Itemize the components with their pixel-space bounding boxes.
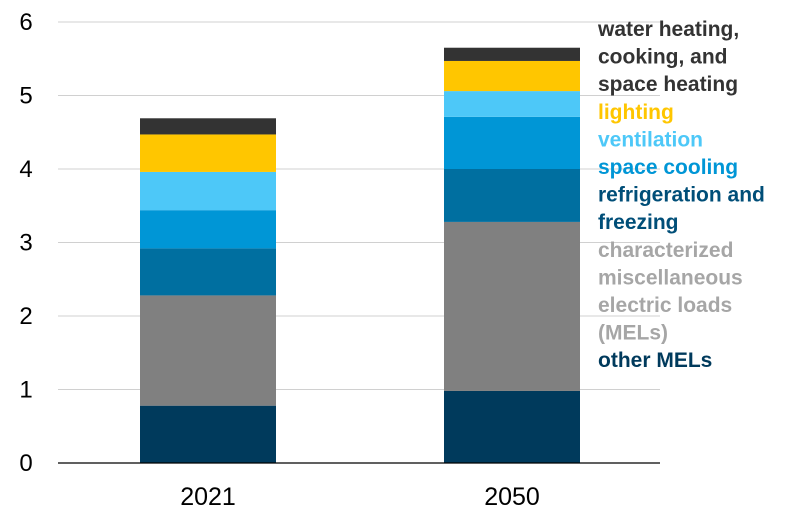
- y-tick-label: 6: [19, 9, 32, 36]
- y-tick-label: 0: [19, 450, 32, 477]
- y-tick-label: 3: [19, 230, 32, 257]
- bar-segment: [140, 210, 276, 249]
- bar-segment: [444, 60, 580, 92]
- legend-item: characterized: [598, 239, 733, 262]
- y-tick-label: 4: [19, 156, 32, 183]
- bar-segment: [444, 221, 580, 391]
- bar-segment: [140, 118, 276, 135]
- y-tick-label: 2: [19, 303, 32, 330]
- bar-segment: [140, 295, 276, 406]
- bar-segment: [140, 248, 276, 296]
- bar-segment: [140, 171, 276, 211]
- bar-segment: [444, 91, 580, 117]
- legend-item: electric loads: [598, 294, 732, 317]
- legend-item: space cooling: [598, 156, 738, 179]
- bar-segment: [140, 134, 276, 172]
- bar-segment: [444, 47, 580, 61]
- y-tick-label: 1: [19, 377, 32, 404]
- legend-item: lighting: [598, 101, 674, 124]
- legend-item: ventilation: [598, 128, 703, 151]
- legend-item: space heating: [598, 73, 738, 96]
- y-tick-label: 5: [19, 83, 32, 110]
- legend-item: water heating,: [597, 18, 739, 41]
- x-category-label: 2050: [484, 483, 540, 511]
- x-category-label: 2021: [180, 483, 236, 511]
- legend-item: refrigeration and: [598, 184, 765, 207]
- legend-item: miscellaneous: [598, 266, 743, 289]
- bars: [140, 47, 580, 463]
- legend-item: other MELs: [598, 349, 712, 372]
- x-axis-categories: 2021 2050: [180, 483, 540, 511]
- bar-segment: [444, 116, 580, 169]
- bar-segment: [140, 405, 276, 463]
- legend: water heating, cooking, and space heating l…: [597, 18, 765, 372]
- bar-segment: [444, 390, 580, 463]
- bar-segment: [444, 169, 580, 222]
- legend-item: (MELs): [598, 322, 668, 345]
- legend-item: cooking, and: [598, 46, 728, 69]
- legend-item: freezing: [598, 211, 679, 234]
- y-axis-ticks: 0 1 2 3 4 5 6: [19, 9, 32, 477]
